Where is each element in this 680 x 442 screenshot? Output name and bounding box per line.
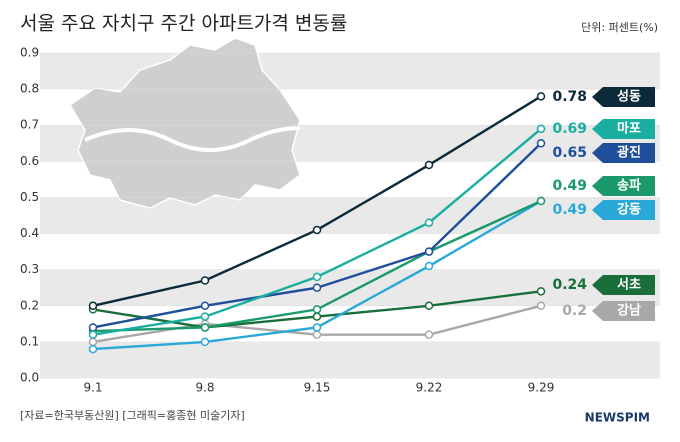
point <box>424 261 434 271</box>
y-tick-label: 0.6 <box>20 154 39 168</box>
seoul-map <box>68 37 301 209</box>
y-tick-label: 0.8 <box>20 82 39 96</box>
y-tick-label: 0.9 <box>20 46 39 60</box>
point <box>424 247 434 256</box>
point <box>200 337 210 347</box>
point <box>312 323 322 332</box>
point <box>536 124 546 134</box>
point <box>312 225 322 235</box>
x-tick-label: 9.29 <box>528 381 555 395</box>
unit-label: 단위: 퍼센트(%) <box>581 21 658 34</box>
point <box>536 196 546 206</box>
value-label: 0.78 <box>552 89 587 105</box>
point <box>536 92 546 101</box>
legend-label: 성동 <box>617 90 641 105</box>
point <box>88 344 98 354</box>
point <box>424 160 434 170</box>
logo: NEWSPIM <box>585 411 650 425</box>
name-tag <box>592 301 655 321</box>
x-tick-label: 9.15 <box>304 381 331 395</box>
legend-label: 송파 <box>617 179 641 194</box>
y-tick-label: 0.0 <box>20 371 39 385</box>
x-tick-label: 9.22 <box>416 381 443 395</box>
chart-title: 서울 주요 자치구 주간 아파트가격 변동률 <box>20 13 347 35</box>
value-label: 0.65 <box>552 145 587 161</box>
y-tick-label: 0.3 <box>20 262 39 276</box>
y-tick-label: 0.2 <box>20 298 39 312</box>
value-label: 0.49 <box>552 202 587 218</box>
point <box>312 312 322 321</box>
name-tag <box>592 275 655 295</box>
x-tick-label: 9.1 <box>83 381 102 395</box>
legend-label: 마포 <box>617 121 641 137</box>
point <box>200 276 210 285</box>
y-tick-label: 0.7 <box>20 118 39 132</box>
point <box>424 218 434 227</box>
point <box>536 287 546 296</box>
value-label: 0.2 <box>562 303 587 319</box>
source: [자료=한국부동산원] [그래픽=홍종현 미술기자] <box>20 408 245 422</box>
y-tick-label: 0.5 <box>20 190 39 204</box>
point <box>536 301 546 311</box>
y-tick-label: 0.4 <box>20 226 39 240</box>
point <box>312 283 322 292</box>
name-tag <box>592 200 655 220</box>
name-tag <box>592 87 655 107</box>
value-label: 0.69 <box>552 121 587 137</box>
point <box>200 323 210 332</box>
y-tick-label: 0.1 <box>20 334 39 348</box>
value-label: 0.49 <box>552 178 587 194</box>
name-tag <box>592 176 655 196</box>
grid-band <box>40 269 660 306</box>
point <box>424 301 434 311</box>
point <box>312 272 322 282</box>
point <box>88 323 98 332</box>
value-label: 0.24 <box>552 277 587 293</box>
point <box>312 330 322 339</box>
point <box>88 330 98 339</box>
name-tag <box>592 143 655 163</box>
grid-band <box>40 341 660 378</box>
point <box>536 139 546 148</box>
point <box>312 305 322 314</box>
point <box>88 301 98 311</box>
x-tick-label: 9.8 <box>195 381 214 395</box>
point <box>88 337 98 347</box>
point <box>200 301 210 311</box>
legend-label: 서초 <box>617 278 641 293</box>
legend-label: 강남 <box>617 303 641 319</box>
legend-label: 강동 <box>617 202 641 218</box>
name-tag <box>592 119 655 139</box>
han-river <box>84 126 301 152</box>
point <box>424 330 434 339</box>
point <box>200 312 210 321</box>
legend-label: 광진 <box>617 145 641 161</box>
